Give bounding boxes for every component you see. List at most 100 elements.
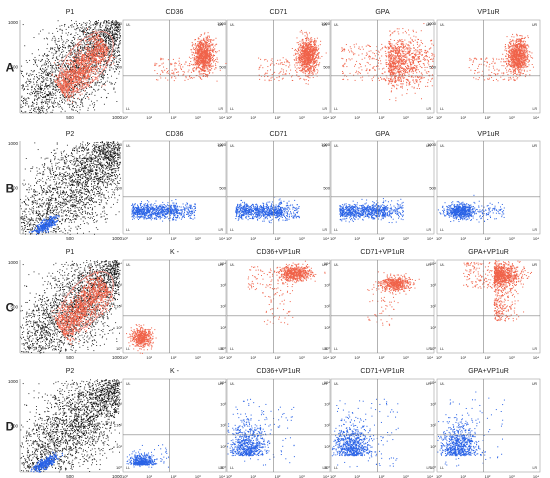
gate-event-dot (66, 33, 67, 34)
gated-event-dot (91, 59, 92, 60)
gate-event-dot (47, 95, 48, 96)
gated-event-dot (89, 51, 90, 52)
gate-event-dot (42, 111, 43, 112)
gate-event-dot (73, 101, 74, 102)
gate-event-dot (104, 29, 105, 30)
gate-event-dot (30, 79, 31, 80)
gated-event-dot (103, 48, 104, 49)
gated-event-dot (94, 40, 95, 41)
gated-event-dot (61, 60, 62, 61)
gate-event-dot (85, 94, 86, 95)
gated-event-dot (71, 53, 72, 54)
gate-event-dot (46, 75, 47, 76)
gate-event-dot (43, 106, 44, 107)
gated-event-dot (94, 68, 95, 69)
gated-event-dot (81, 80, 82, 81)
event-dot (207, 57, 208, 58)
gate-event-dot (59, 64, 60, 65)
gated-event-dot (77, 69, 78, 70)
gate-event-dot (39, 78, 40, 79)
gate-event-dot (119, 62, 120, 63)
event-dot (155, 65, 156, 66)
gate-event-dot (79, 107, 80, 108)
gate-event-dot (74, 29, 75, 30)
gate-event-dot (89, 37, 90, 38)
event-dot (207, 40, 208, 41)
gated-event-dot (100, 40, 101, 41)
gated-event-dot (108, 49, 109, 50)
gated-event-dot (66, 82, 67, 83)
gate-event-dot (117, 51, 118, 52)
event-dot (306, 83, 307, 84)
event-dot (173, 72, 174, 73)
gate-event-dot (53, 54, 54, 55)
gate-event-dot (44, 101, 45, 102)
gate-event-dot (26, 99, 27, 100)
gate-event-dot (38, 113, 39, 114)
gated-event-dot (73, 70, 74, 71)
gate-event-dot (85, 54, 86, 55)
gate-event-dot (71, 52, 72, 53)
event-dot (209, 39, 210, 40)
gate-event-dot (50, 112, 51, 113)
gate-event-dot (39, 72, 40, 73)
gated-event-dot (64, 79, 65, 80)
gated-event-dot (73, 94, 74, 95)
event-dot (202, 47, 203, 48)
gated-event-dot (104, 53, 105, 54)
gate-event-dot (118, 55, 119, 56)
gate-event-dot (110, 45, 111, 46)
gate-event-dot (106, 24, 107, 25)
gate-event-dot (25, 100, 26, 101)
gate-event-dot (114, 49, 115, 50)
event-dot (204, 34, 205, 35)
gated-event-dot (87, 66, 88, 67)
gate-event-dot (50, 87, 51, 88)
gate-event-dot (74, 39, 75, 40)
gate-event-dot (97, 23, 98, 24)
event-dot (318, 45, 319, 46)
gate-event-dot (61, 25, 62, 26)
gated-event-dot (87, 78, 88, 79)
gate-event-dot (38, 108, 39, 109)
gate-event-dot (101, 38, 102, 39)
gate-event-dot (32, 53, 33, 54)
gate-event-dot (109, 44, 110, 45)
gated-event-dot (86, 53, 87, 54)
event-dot (209, 37, 210, 38)
gated-event-dot (66, 78, 67, 79)
gate-event-dot (45, 60, 46, 61)
gate-event-dot (56, 84, 57, 85)
gate-event-dot (104, 40, 105, 41)
gated-event-dot (61, 90, 62, 91)
gated-event-dot (91, 58, 92, 59)
event-dot (207, 66, 208, 67)
gate-event-dot (64, 99, 65, 100)
gate-event-dot (49, 51, 50, 52)
event-dot (217, 57, 218, 58)
event-dot (199, 76, 200, 77)
event-dot (201, 61, 202, 62)
gate-event-dot (38, 78, 39, 79)
gate-event-dot (50, 91, 51, 92)
gated-event-dot (63, 84, 64, 85)
gate-event-dot (44, 71, 45, 72)
gate-event-dot (115, 44, 116, 45)
gated-event-dot (93, 50, 94, 51)
gated-event-dot (67, 77, 68, 78)
gated-event-dot (85, 60, 86, 61)
gate-event-dot (110, 27, 111, 28)
gate-event-dot (35, 57, 36, 58)
gate-event-dot (58, 71, 59, 72)
gate-event-dot (42, 94, 43, 95)
event-dot (216, 61, 217, 62)
quadrant-label-ul: UL (126, 23, 131, 27)
gate-event-dot (117, 31, 118, 32)
gate-event-dot (105, 20, 106, 21)
event-dot (196, 67, 197, 68)
gate-event-dot (72, 104, 73, 105)
gate-event-dot (89, 78, 90, 79)
gate-event-dot (68, 45, 69, 46)
gate-event-dot (61, 70, 62, 71)
gate-event-dot (58, 20, 59, 21)
